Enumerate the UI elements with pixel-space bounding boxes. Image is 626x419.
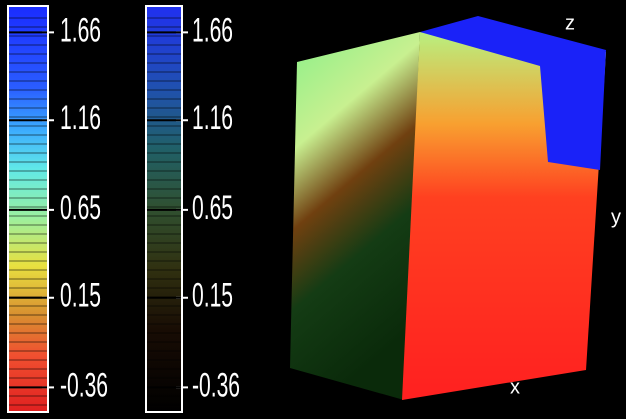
x-axis-label: x bbox=[510, 376, 520, 398]
tick-label: 0.65 bbox=[192, 188, 233, 226]
tick-label: 1.66 bbox=[60, 10, 101, 48]
y-axis-label: y bbox=[611, 206, 621, 228]
tick-label: 1.66 bbox=[192, 10, 233, 48]
viewer: 1.66 1.16 0.65 0.15 -0.36 1.66 1.16 0.65 0.15 -0.… bbox=[0, 0, 626, 419]
tick-label: 1.16 bbox=[60, 98, 101, 136]
z-axis-label: z bbox=[565, 12, 575, 34]
tick-label: 1.16 bbox=[192, 98, 233, 136]
volume-left-face bbox=[290, 32, 420, 400]
tick-label: 0.65 bbox=[60, 188, 101, 226]
tick-label: 0.15 bbox=[60, 275, 101, 313]
tick-label: -0.36 bbox=[192, 365, 240, 403]
page: 1.66 1.16 0.65 0.15 -0.36 1.66 1.16 0.65 0.15 -0.… bbox=[0, 0, 626, 419]
tick-label: 0.15 bbox=[192, 275, 233, 313]
colorbars: 1.66 1.16 0.65 0.15 -0.36 1.66 1.16 0.65 0.15 -0.… bbox=[8, 6, 240, 412]
tick-label: -0.36 bbox=[60, 365, 108, 403]
